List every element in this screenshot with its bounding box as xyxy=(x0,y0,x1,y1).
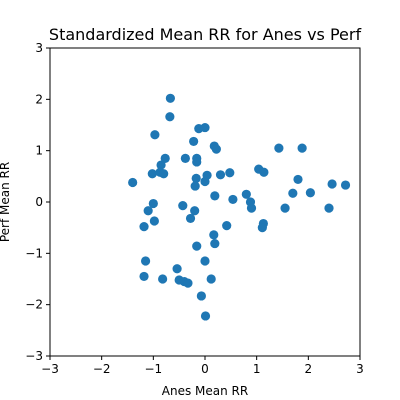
scatter-point xyxy=(190,206,200,216)
scatter-point xyxy=(165,112,175,122)
scatter-point xyxy=(225,168,235,178)
y-axis-label: Perf Mean RR xyxy=(0,162,12,242)
scatter-point xyxy=(215,170,226,180)
y-tick-label: 0 xyxy=(35,195,43,209)
y-tick-label: −2 xyxy=(25,298,43,312)
scatter-point xyxy=(185,213,196,224)
scatter-point xyxy=(140,256,151,266)
scatter-point xyxy=(189,136,199,147)
scatter-point xyxy=(222,221,232,231)
scatter-point xyxy=(156,160,166,170)
scatter-point xyxy=(324,203,334,213)
x-tick-label: 3 xyxy=(356,362,364,376)
scatter-point xyxy=(228,194,238,205)
scatter-point xyxy=(210,191,220,201)
y-tick-label: 1 xyxy=(35,144,43,158)
scatter-point xyxy=(305,188,315,198)
scatter-point xyxy=(180,153,190,163)
x-tick-label: −2 xyxy=(93,362,111,376)
scatter-point xyxy=(200,122,210,133)
scatter-point xyxy=(143,206,153,216)
scatter-point xyxy=(192,241,202,251)
scatter-point xyxy=(209,230,219,240)
scatter-point xyxy=(158,274,168,284)
y-tick-label: −1 xyxy=(25,246,43,260)
scatter-point xyxy=(139,271,149,282)
scatter-point xyxy=(257,223,267,233)
scatter-point xyxy=(192,157,202,167)
scatter-point xyxy=(327,179,337,189)
scatter-point xyxy=(241,189,251,199)
scatter-point xyxy=(297,143,307,153)
scatter-point xyxy=(160,153,170,163)
scatter-point xyxy=(200,176,210,187)
x-tick-label: −3 xyxy=(41,362,59,376)
scatter-point xyxy=(191,173,201,183)
x-tick-label: 1 xyxy=(253,362,261,376)
scatter-point xyxy=(259,167,269,177)
scatter-point xyxy=(206,274,216,284)
scatter-point xyxy=(148,198,158,209)
axis-ticks: −3 −2 −1 0 1 2 3 −3 −2 −1 0 1 2 3 xyxy=(25,41,364,376)
scatter-point xyxy=(210,238,220,249)
y-tick-label: −3 xyxy=(25,349,43,363)
scatter-point xyxy=(190,181,200,191)
scatter-point xyxy=(139,222,149,232)
y-tick-label: 2 xyxy=(35,92,43,106)
x-axis-label: Anes Mean RR xyxy=(162,384,248,398)
chart-title: Standardized Mean RR for Anes vs Perf xyxy=(49,25,362,44)
x-tick-label: 0 xyxy=(201,362,209,376)
scatter-point xyxy=(150,130,160,140)
scatter-point xyxy=(165,93,175,103)
scatter-point xyxy=(128,177,138,188)
scatter-point xyxy=(280,203,290,213)
scatter-point xyxy=(293,174,303,185)
scatter-point xyxy=(274,143,284,153)
scatter-point xyxy=(200,311,211,321)
scatter-point xyxy=(200,256,210,266)
scatter-point xyxy=(196,291,206,301)
scatter-point xyxy=(183,278,193,288)
y-tick-label: 3 xyxy=(35,41,43,55)
x-tick-label: 2 xyxy=(305,362,313,376)
x-tick-label: −1 xyxy=(144,362,162,376)
scatter-point xyxy=(159,169,169,179)
scatter-point xyxy=(340,180,351,190)
scatter-point xyxy=(246,203,257,213)
scatter-point xyxy=(211,144,221,154)
scatter-point xyxy=(172,264,182,274)
scatter-points xyxy=(128,93,351,321)
scatter-point xyxy=(147,169,157,179)
scatter-point xyxy=(149,216,159,226)
scatter-point xyxy=(288,188,298,198)
scatter-point xyxy=(178,200,188,211)
